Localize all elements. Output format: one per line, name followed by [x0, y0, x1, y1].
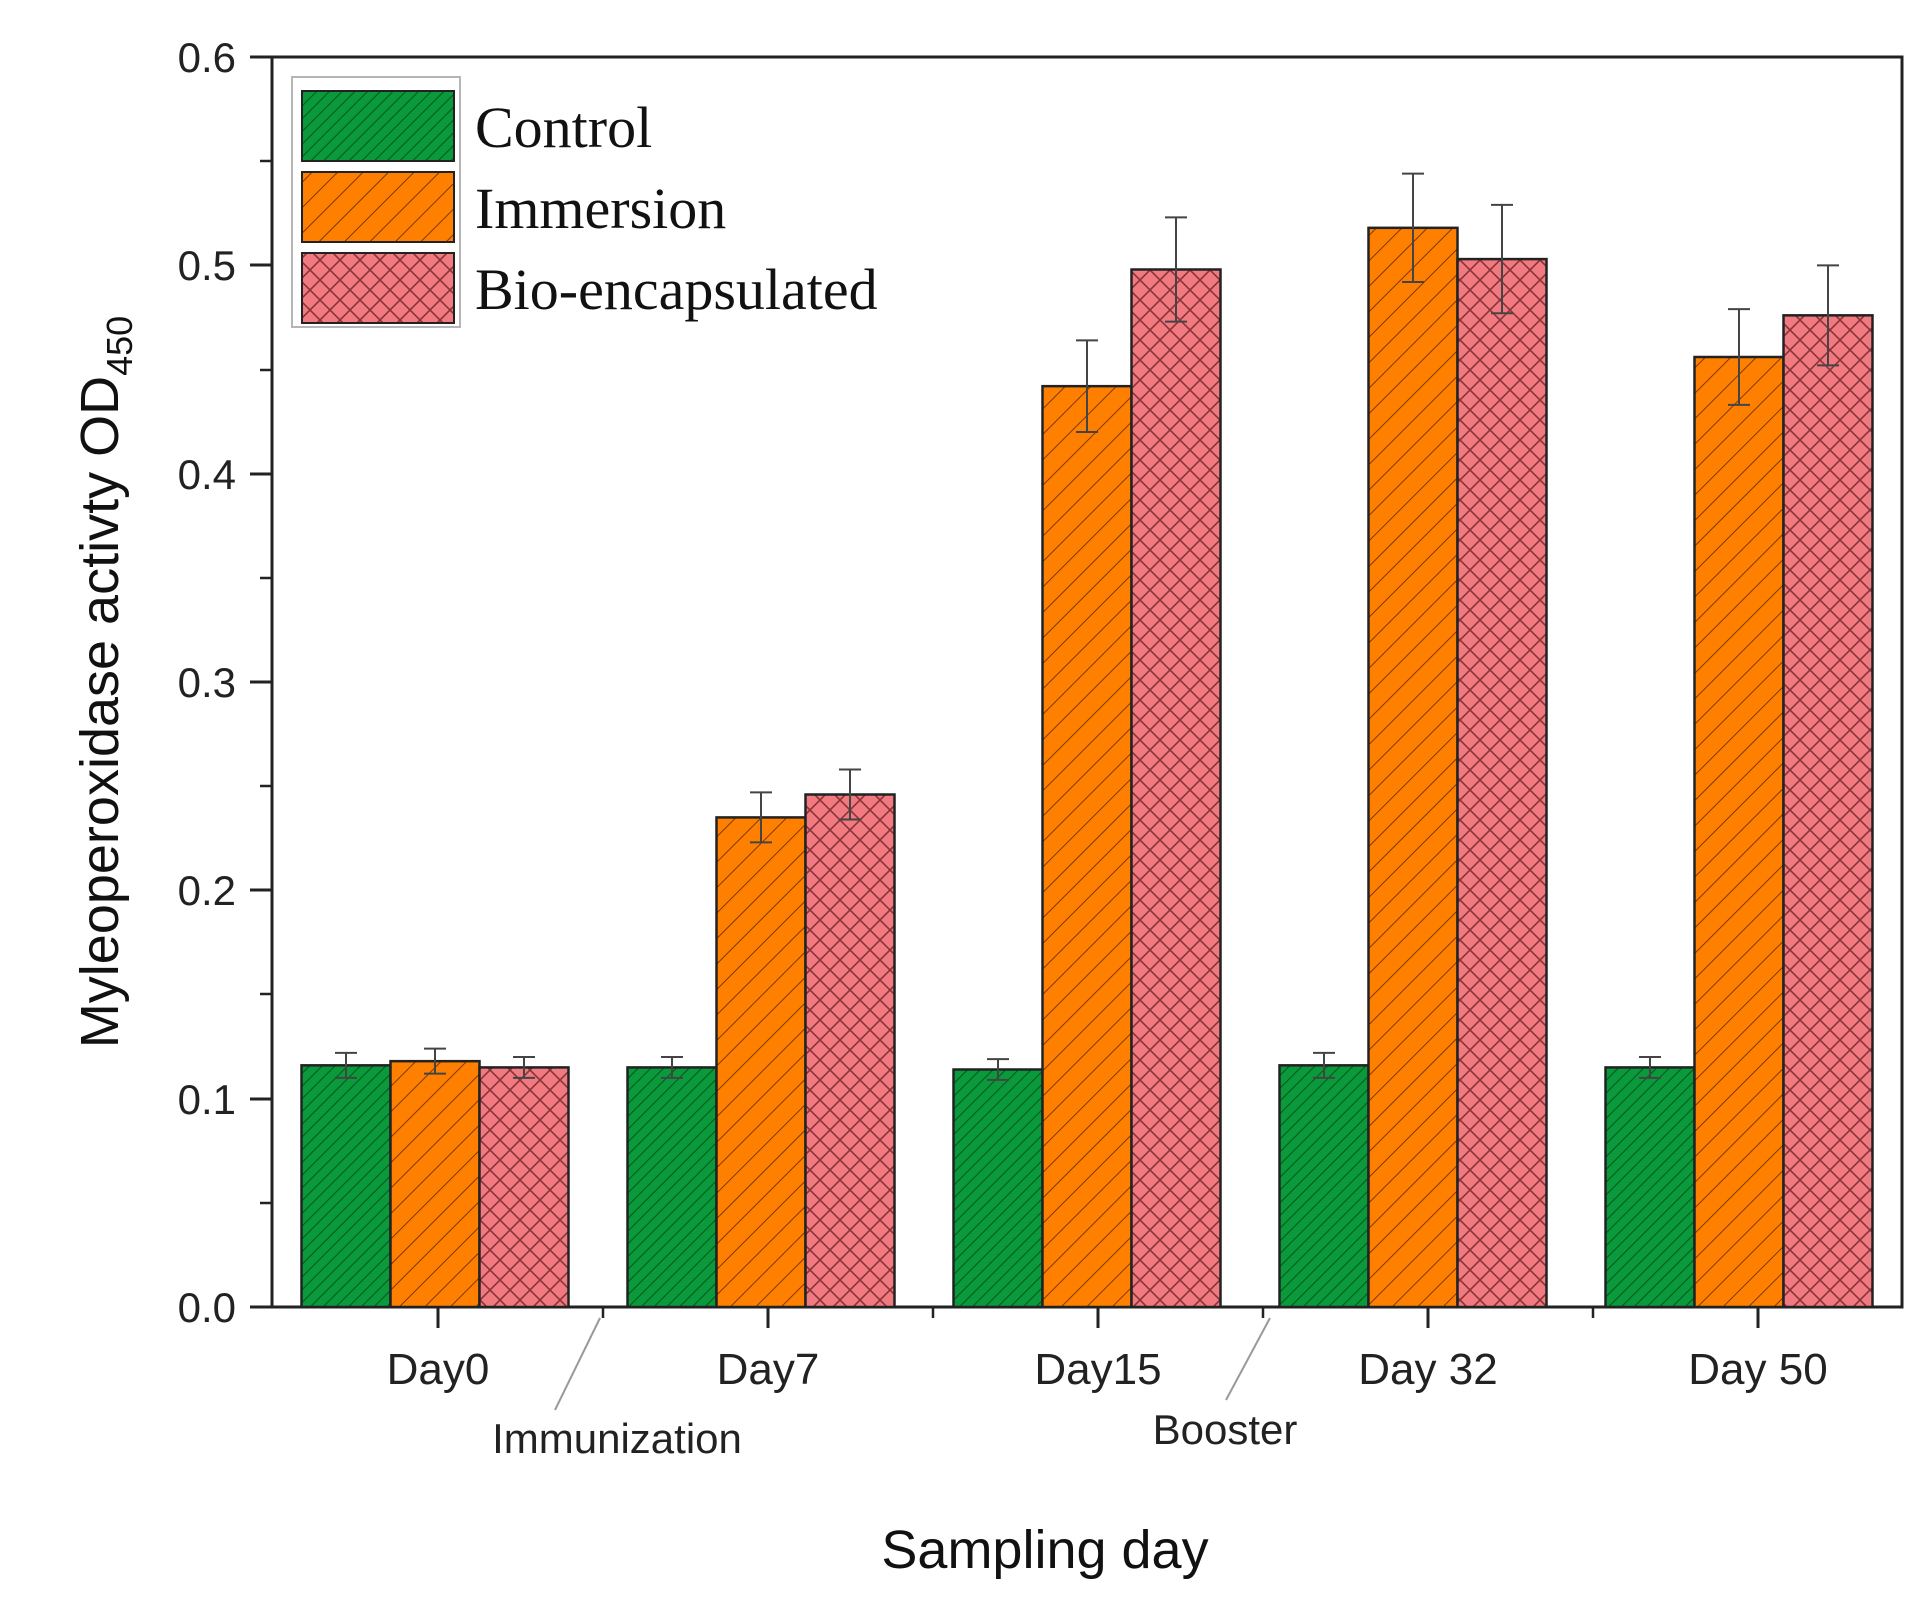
x-tick-label: Day0 — [387, 1345, 490, 1394]
y-tick-label: 0.4 — [178, 451, 236, 498]
bar-control — [626, 1066, 718, 1309]
legend-swatch-control — [301, 90, 455, 162]
legend-frame — [291, 76, 461, 328]
y-tick-label: 0.0 — [178, 1284, 236, 1331]
bar-control — [1278, 1064, 1370, 1309]
x-tick: Day15 — [1034, 1307, 1162, 1394]
y-axis: 0.0 0.1 0.2 0.3 0.4 0.5 0.6 — [178, 34, 272, 1331]
legend: Control Immersion Bio-encapsulated — [291, 76, 878, 328]
bar-immersion — [1367, 226, 1459, 1309]
bar-bio-encapsulated — [478, 1066, 570, 1309]
error-bar-control — [987, 1058, 1009, 1081]
y-tick-label: 0.1 — [178, 1076, 236, 1123]
bar-control — [952, 1068, 1044, 1309]
x-minor-ticks — [601, 1307, 1595, 1318]
legend-swatch-immersion — [301, 171, 455, 243]
bar-immersion — [715, 816, 807, 1309]
error-bar-bio-encapsulated — [1817, 264, 1839, 367]
legend-label-bio-encapsulated: Bio-encapsulated — [475, 257, 878, 322]
error-bar-control — [661, 1056, 683, 1079]
error-bar-immersion — [750, 791, 772, 844]
bar-bio-encapsulated — [804, 793, 896, 1309]
y-tick-label: 0.2 — [178, 867, 236, 914]
legend-swatch-bio-encapsulated — [301, 252, 455, 324]
annotation-immunization-label: Immunization — [492, 1415, 742, 1462]
y-tick-label: 0.3 — [178, 659, 236, 706]
x-tick: Day0 — [387, 1307, 490, 1394]
bar-bio-encapsulated — [1782, 314, 1874, 1309]
error-bar-immersion — [1728, 308, 1750, 406]
x-tick: Day7 — [717, 1307, 820, 1394]
x-tick-label: Day15 — [1034, 1345, 1161, 1394]
x-tick-label: Day 32 — [1358, 1345, 1497, 1394]
y-tick-label: 0.6 — [178, 34, 236, 81]
x-tick: Day 32 — [1358, 1307, 1498, 1394]
x-axis-title: Sampling day — [881, 1520, 1208, 1580]
bar-bio-encapsulated — [1130, 268, 1222, 1309]
legend-label-immersion: Immersion — [475, 176, 726, 241]
bar-immersion — [1693, 355, 1785, 1309]
bar-control — [300, 1064, 392, 1309]
x-tick-label: Day7 — [717, 1345, 820, 1394]
y-tick: 0.6 — [178, 34, 272, 81]
y-tick: 0.2 — [178, 867, 272, 914]
error-bar-immersion — [1076, 339, 1098, 433]
y-tick: 0.1 — [178, 1076, 272, 1123]
x-axis: Day0 Day7 Day15 Day 32 Day 50 — [387, 1307, 1828, 1394]
error-bar-control — [335, 1051, 357, 1079]
legend-label-control: Control — [475, 95, 652, 160]
bar-immersion — [1041, 384, 1133, 1309]
error-bar-control — [1639, 1056, 1661, 1079]
y-tick: 0.0 — [178, 1284, 272, 1331]
bar-control — [1604, 1066, 1696, 1309]
y-tick: 0.5 — [178, 242, 272, 289]
bars-layer — [300, 226, 1874, 1309]
annotation-booster-label: Booster — [1153, 1406, 1298, 1453]
annotation-pointer — [554, 1317, 601, 1411]
y-axis-title-main: Myleoperoxidase activty OD — [70, 376, 130, 1048]
y-tick: 0.3 — [178, 659, 272, 706]
y-tick: 0.4 — [178, 451, 272, 498]
error-bar-bio-encapsulated — [839, 768, 861, 821]
y-axis-title: Myleoperoxidase activty OD450 — [70, 316, 140, 1048]
bar-bio-encapsulated — [1456, 257, 1548, 1309]
error-bar-control — [1313, 1051, 1335, 1079]
error-bar-immersion — [1402, 172, 1424, 283]
error-bar-bio-encapsulated — [1165, 216, 1187, 323]
error-bars-layer — [335, 172, 1839, 1081]
annotation-booster: Booster — [1153, 1317, 1298, 1453]
x-tick: Day 50 — [1688, 1307, 1828, 1394]
error-bar-bio-encapsulated — [513, 1056, 535, 1079]
bar-immersion — [389, 1059, 481, 1309]
x-tick-label: Day 50 — [1688, 1345, 1827, 1394]
error-bar-bio-encapsulated — [1491, 203, 1513, 315]
y-minor-ticks — [260, 159, 272, 1205]
annotation-pointer — [1225, 1317, 1271, 1401]
y-tick-label: 0.5 — [178, 242, 236, 289]
error-bar-immersion — [424, 1047, 446, 1075]
y-axis-title-subscript: 450 — [99, 316, 140, 376]
annotation-immunization: Immunization — [492, 1317, 742, 1462]
